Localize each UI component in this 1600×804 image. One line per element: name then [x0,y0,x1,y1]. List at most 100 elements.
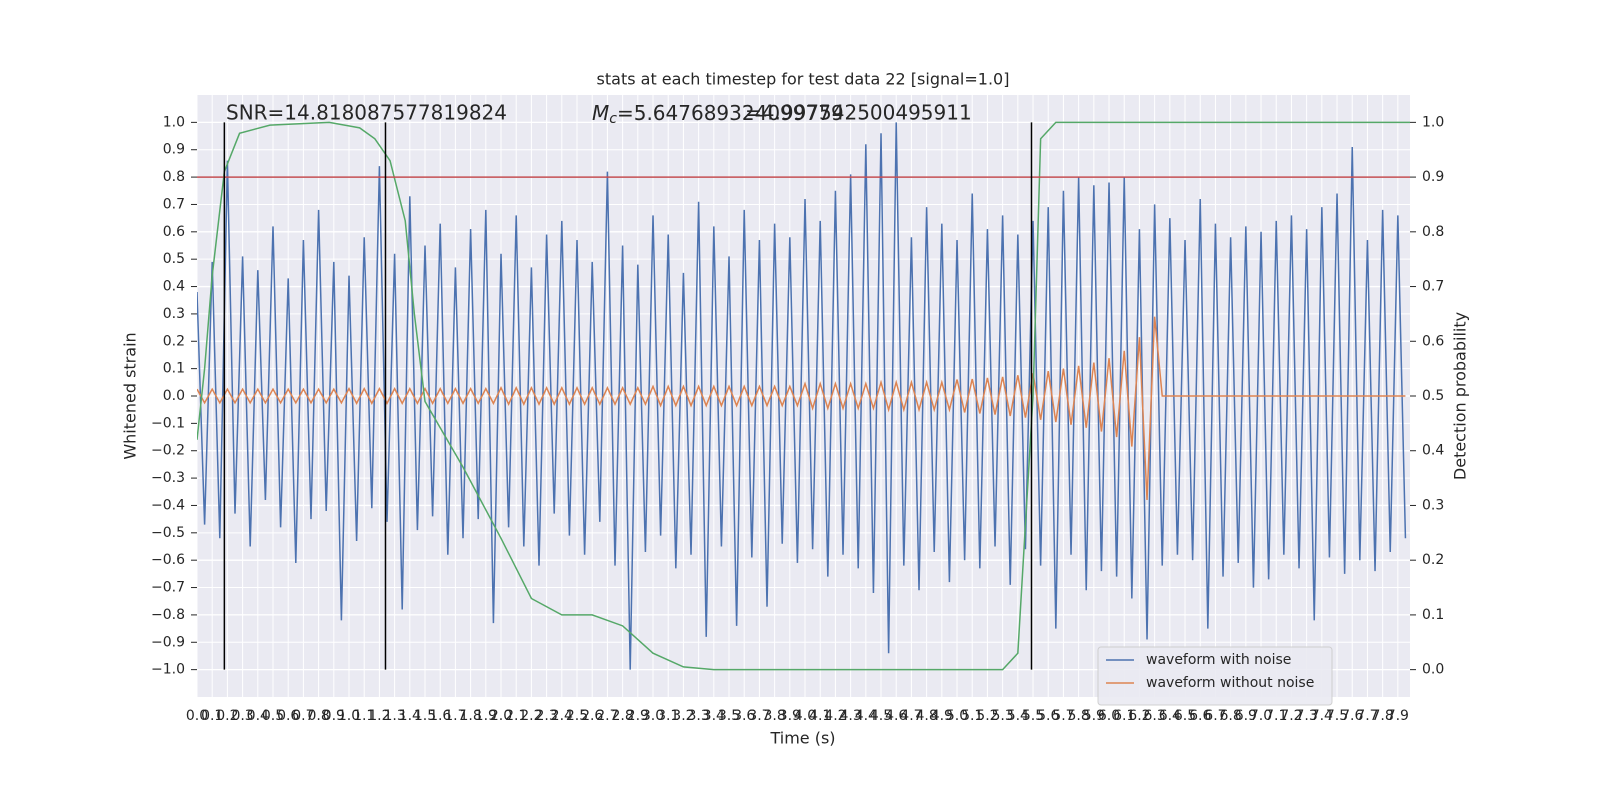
series-line [197,316,1406,501]
x-tick-label: 7.1 [1265,708,1287,724]
x-tick-label: 7.2 [1280,708,1302,724]
x-tick-label: 7.8 [1372,708,1394,724]
x-tick-label: 2.1 [505,708,527,724]
x-tick-label: 1.3 [383,708,405,724]
x-tick-label: 4.2 [824,708,846,724]
x-tick-label: 2.8 [611,708,633,724]
x-tick-label: 6.6 [1189,708,1211,724]
y-tick-label: 0.3 [163,306,185,322]
x-tick-label: 2.0 [490,708,512,724]
x-tick-label: 3.7 [748,708,770,724]
x-tick-label: 6.9 [1235,708,1257,724]
x-tick-label: 1.2 [368,708,390,724]
x-tick-label: 5.4 [1007,708,1029,724]
x-tick-label: 1.0 [338,708,360,724]
y-tick-label: −0.3 [151,470,185,486]
x-tick-label: 6.1 [1113,708,1135,724]
x-tick-label: 6.5 [1174,708,1196,724]
y2-tick-label: 0.6 [1422,333,1444,349]
y2-tick-label: 0.5 [1422,388,1444,404]
x-tick-label: 7.9 [1387,708,1409,724]
y2-tick-label: 0.2 [1422,552,1444,568]
legend-box [1097,646,1333,706]
x-tick-label: 7.3 [1296,708,1318,724]
y2-axis-label: Detection probability [1451,312,1470,480]
x-tick-label: 3.9 [779,708,801,724]
x-tick-label: 7.0 [1250,708,1272,724]
x-tick-label: 7.7 [1356,708,1378,724]
x-tick-label: 5.6 [1037,708,1059,724]
y2-tick-label: 0.9 [1422,169,1444,185]
x-axis-label: Time (s) [769,729,835,748]
y-tick-label: 0.4 [163,279,185,295]
x-tick-label: 3.8 [763,708,785,724]
plot-area [197,121,1410,671]
y-tick-label: 0.6 [163,224,185,240]
mc-annotation: Mc=5.647689324099779 [592,101,844,128]
x-tick-label: 2.6 [581,708,603,724]
y-tick-label: 0.5 [163,251,185,267]
y-tick-label: −0.2 [151,443,185,459]
x-tick-label: 4.5 [870,708,892,724]
y-tick-label: −0.4 [151,497,185,513]
y-tick-label: 0.9 [163,142,185,158]
y2-tick-label: 1.0 [1422,114,1444,130]
x-tick-label: 5.5 [1022,708,1044,724]
mc-subscript: c [609,111,617,127]
y2-tick-label: 0.0 [1422,662,1444,678]
legend: waveform with noise waveform without nois… [1097,646,1333,706]
chart-title: stats at each timestep for test data 22 … [597,70,1010,89]
axis-labels: 0.00.10.20.30.40.50.60.70.80.91.01.11.21… [151,114,1444,724]
x-tick-label: 1.9 [475,708,497,724]
mc-value: =5.647689324099779 [617,101,844,125]
y-tick-label: 0.8 [163,169,185,185]
x-tick-label: 0.1 [201,708,223,724]
y2-tick-label: 0.3 [1422,497,1444,513]
x-tick-label: 2.5 [566,708,588,724]
x-tick-label: 1.4 [399,708,421,724]
x-tick-label: 1.6 [429,708,451,724]
x-tick-label: 1.1 [353,708,375,724]
x-tick-label: 1.8 [459,708,481,724]
x-tick-label: 4.8 [915,708,937,724]
x-tick-label: 6.0 [1098,708,1120,724]
x-tick-label: 4.4 [855,708,877,724]
x-tick-label: 7.6 [1341,708,1363,724]
x-tick-label: 0.6 [277,708,299,724]
y2-tick-label: 0.1 [1422,607,1444,623]
x-tick-label: 0.4 [247,708,269,724]
x-tick-label: 5.1 [961,708,983,724]
x-tick-label: 3.2 [672,708,694,724]
x-tick-label: 6.8 [1220,708,1242,724]
x-tick-label: 2.4 [551,708,573,724]
x-tick-label: 4.1 [809,708,831,724]
series-line [197,122,1407,670]
y-tick-label: 0.2 [163,333,185,349]
x-tick-label: 5.3 [991,708,1013,724]
x-tick-label: 2.9 [627,708,649,724]
x-tick-label: 2.7 [596,708,618,724]
y-tick-label: −1.0 [151,662,185,678]
x-tick-label: 6.7 [1204,708,1226,724]
y-axis-label: Whitened strain [121,332,140,459]
x-tick-label: 3.5 [718,708,740,724]
x-tick-label: 0.0 [186,708,208,724]
y-tick-label: 0.7 [163,196,185,212]
x-tick-label: 7.4 [1311,708,1333,724]
y2-tick-label: 0.8 [1422,224,1444,240]
x-tick-label: 5.7 [1052,708,1074,724]
x-tick-label: 5.2 [976,708,998,724]
y-tick-label: 0.0 [163,388,185,404]
x-tick-label: 0.2 [216,708,238,724]
x-tick-label: 7.5 [1326,708,1348,724]
y-tick-label: 0.1 [163,361,185,377]
y-tick-label: −0.7 [151,580,185,596]
x-tick-label: 5.0 [946,708,968,724]
x-tick-label: 4.0 [794,708,816,724]
y-tick-label: −0.6 [151,552,185,568]
x-tick-label: 4.6 [885,708,907,724]
second-annotation: =4.997542500495911 [745,101,972,125]
x-tick-label: 0.5 [262,708,284,724]
x-tick-label: 5.8 [1067,708,1089,724]
